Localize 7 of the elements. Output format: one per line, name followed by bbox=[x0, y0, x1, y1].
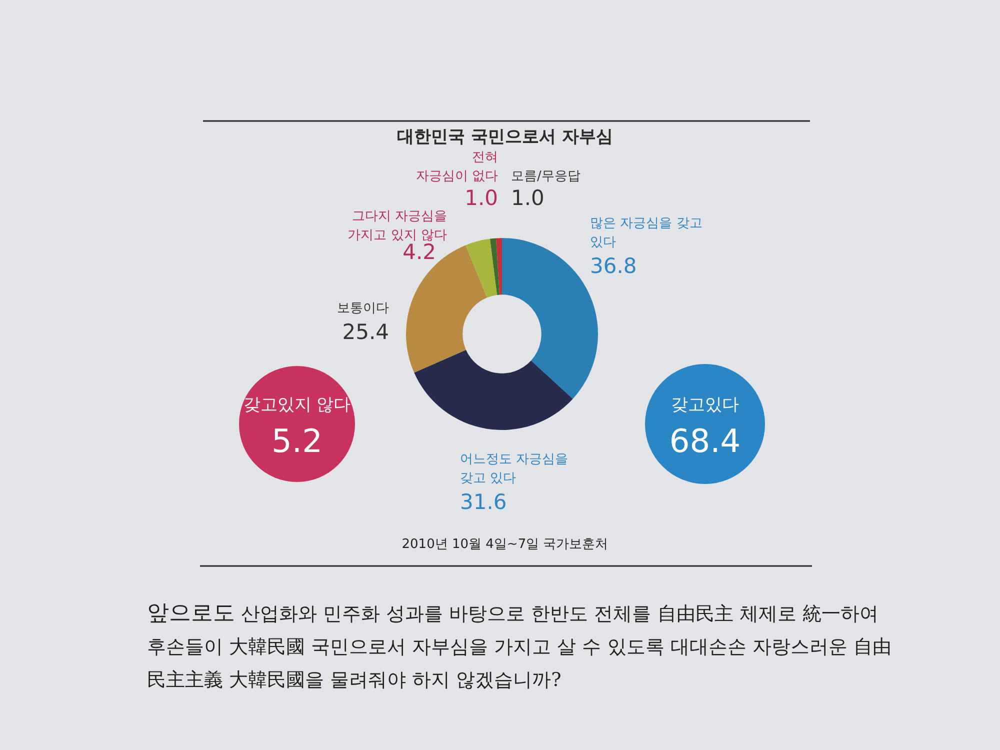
text: 2010년 10월 4일~7일 국가보훈처 bbox=[402, 537, 608, 552]
text: 갖고있다 bbox=[671, 395, 739, 415]
text: 갖고있지 않다 bbox=[243, 395, 351, 415]
text: 앞으로도 산업화와 민주화 성과를 바탕으로 한반도 전체를 自由民主 체제로 統一하여 후손들이 大韓民國 국민으로서 자부심을 가지고 살 수 있도록 대대손손 자랑스러운 自由民主主義 大韓民國을 물려줘야 하지 않겠습니까? bbox=[147, 601, 892, 691]
text: 5.2 bbox=[272, 422, 322, 460]
chart-title: 대한민국 국민으로서 자부심 bbox=[397, 127, 613, 147]
text: 68.4 bbox=[669, 422, 741, 460]
